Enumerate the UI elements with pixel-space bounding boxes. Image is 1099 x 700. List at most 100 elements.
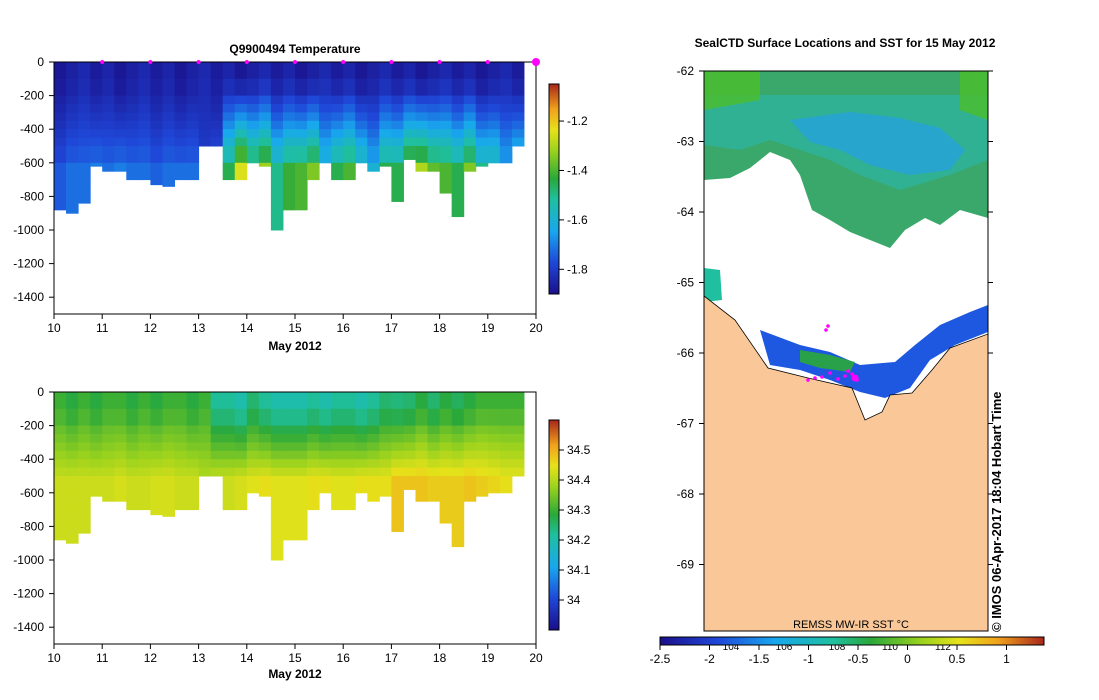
salinity-cell (162, 408, 175, 427)
temperature-cell (367, 146, 380, 164)
temperature-cell (475, 62, 489, 80)
seal-location (850, 372, 854, 376)
salinity-cell (150, 392, 163, 410)
sst-tick-label: -2.5 (650, 652, 671, 666)
salinity-cell (295, 442, 308, 452)
colorbar-tick-label: 34.4 (567, 473, 591, 487)
temperature-cell (331, 62, 344, 80)
salinity-cell (66, 467, 79, 477)
x-tick-label: 12 (144, 321, 158, 335)
salinity-cell (403, 459, 416, 469)
salinity-cell (138, 459, 151, 469)
salinity-cell (282, 467, 296, 477)
salinity-cell (222, 467, 236, 477)
salinity-cell (379, 450, 392, 460)
salinity-cell (54, 408, 67, 427)
temperature-cell (258, 112, 272, 122)
temperature-cell (499, 112, 513, 122)
salinity-cell (54, 450, 67, 460)
temperature-cell (138, 120, 151, 130)
salinity-cell (415, 408, 429, 427)
salinity-cell (451, 492, 465, 511)
x-tick-label: 15 (288, 651, 302, 665)
temperature-cell (282, 179, 296, 197)
temperature-cell (511, 129, 525, 139)
temperature-cell (487, 112, 501, 122)
salinity-cell (282, 459, 296, 469)
temperature-cell (499, 62, 513, 80)
temperature-cell (222, 62, 236, 80)
temperature-cell (138, 146, 151, 164)
salinity-cell (367, 450, 380, 460)
y-tick-label: -1000 (13, 553, 44, 567)
salinity-cell (295, 509, 308, 527)
salinity-cell (355, 434, 368, 443)
temperature-cell (222, 129, 236, 139)
temperature-cell (331, 112, 344, 122)
salinity-cell (234, 425, 248, 435)
salinity-cell (331, 408, 344, 427)
temperature-cell (307, 129, 320, 139)
seal-location (820, 375, 824, 379)
salinity-cell (451, 467, 465, 477)
temperature-cell (403, 78, 416, 97)
salinity-cell (90, 442, 103, 452)
temperature-cell (475, 146, 489, 164)
salinity-cell (150, 476, 163, 494)
salinity-cell (451, 526, 465, 544)
salinity-cell (66, 450, 79, 460)
temperature-cell (343, 129, 356, 139)
salinity-cell (451, 434, 465, 443)
temperature-cell (114, 146, 127, 164)
salinity-cell (343, 392, 356, 410)
y-tick-label: -1200 (13, 587, 44, 601)
salinity-cell (126, 450, 139, 460)
temperature-cell (295, 78, 308, 97)
temperature-cell (319, 146, 332, 164)
salinity-cell (307, 392, 320, 410)
sst-map (704, 71, 988, 631)
salinity-cell (499, 450, 513, 460)
profile-marker (293, 60, 297, 64)
temperature-cell (439, 179, 453, 194)
temperature-cell (427, 78, 441, 97)
salinity-cell (222, 442, 236, 452)
temperature-cell (331, 95, 344, 105)
temperature-cell (487, 120, 501, 130)
x-tick-label: 20 (529, 321, 543, 335)
salinity-cell (210, 467, 224, 477)
temperature-cell (451, 104, 465, 113)
temperature-cell (138, 104, 151, 113)
temperature-cell (331, 137, 344, 147)
salinity-cell (186, 434, 200, 443)
y-tick-label: 0 (37, 385, 44, 399)
temperature-cell (499, 129, 513, 139)
temperature-cell (463, 146, 477, 164)
salinity-cell (343, 434, 356, 443)
x-tick-label: 16 (337, 321, 351, 335)
salinity-cell (102, 408, 115, 427)
salinity-cell (439, 509, 453, 524)
salinity-cell (222, 408, 236, 427)
temperature-cell (379, 129, 392, 139)
salinity-cell (391, 392, 404, 410)
temperature-cell (379, 120, 392, 130)
salinity-cell (66, 434, 79, 443)
salinity-cell (234, 492, 248, 511)
temperature-cell (343, 62, 356, 80)
salinity-cell (174, 442, 188, 452)
salinity-cell (150, 425, 163, 435)
temperature-cell (355, 104, 368, 113)
salinity-cell (138, 467, 151, 477)
salinity-cell (499, 442, 513, 452)
temperature-cell (415, 62, 429, 80)
y-tick-label: -200 (20, 419, 44, 433)
salinity-cell (126, 476, 139, 494)
salinity-cell (307, 492, 320, 511)
salinity-cell (150, 408, 163, 427)
temperature-cell (439, 62, 453, 80)
salinity-cell (54, 425, 67, 435)
temperature-cell (270, 162, 284, 181)
sst-polynya-green (800, 350, 855, 372)
temperature-cell (367, 78, 380, 97)
